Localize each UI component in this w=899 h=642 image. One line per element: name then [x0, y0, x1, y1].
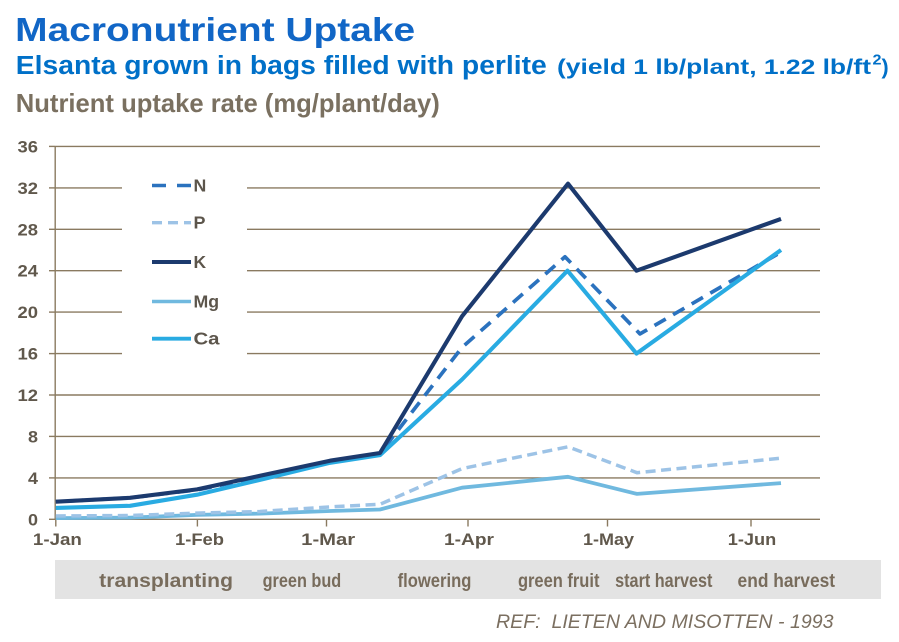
svg-text:0: 0: [28, 510, 38, 529]
svg-text:end harvest: end harvest: [738, 571, 836, 592]
svg-text:green bud: green bud: [263, 571, 342, 592]
svg-text:12: 12: [18, 386, 39, 405]
svg-text:Macronutrient Uptake: Macronutrient Uptake: [15, 11, 415, 48]
svg-text:N: N: [194, 176, 207, 196]
svg-text:1-Feb: 1-Feb: [175, 530, 224, 549]
svg-text:Mg: Mg: [194, 292, 220, 312]
svg-text:4: 4: [28, 469, 39, 488]
svg-text:transplanting: transplanting: [99, 571, 233, 592]
svg-text:Ca: Ca: [194, 329, 220, 349]
svg-text:20: 20: [18, 303, 39, 322]
svg-text:24: 24: [18, 262, 39, 281]
svg-text:REF: LIETEN AND MISOTTEN - 19: REF: LIETEN AND MISOTTEN - 1993: [496, 612, 834, 633]
svg-text:flowering: flowering: [398, 571, 472, 592]
svg-text:16: 16: [18, 345, 39, 364]
svg-text:1-Jun: 1-Jun: [728, 530, 777, 549]
svg-text:1-Mar: 1-Mar: [301, 530, 355, 549]
svg-text:K: K: [194, 252, 207, 272]
svg-text:Elsanta grown in bags filled w: Elsanta grown in bags filled with perlit…: [16, 52, 547, 80]
svg-text:): ): [882, 55, 889, 79]
svg-text:Nutrient uptake rate (mg/plant: Nutrient uptake rate (mg/plant/day): [16, 88, 440, 118]
svg-text:2: 2: [873, 52, 882, 69]
svg-text:36: 36: [18, 137, 39, 156]
svg-text:32: 32: [18, 179, 39, 198]
svg-text:28: 28: [18, 220, 39, 239]
svg-text:1-Apr: 1-Apr: [444, 530, 494, 549]
svg-text:green fruit: green fruit: [518, 571, 600, 592]
svg-text:8: 8: [28, 427, 38, 446]
svg-text:1-Jan: 1-Jan: [33, 530, 82, 549]
svg-text:P: P: [194, 213, 206, 233]
svg-text:1-May: 1-May: [583, 530, 635, 549]
svg-text:start harvest: start harvest: [615, 571, 713, 592]
svg-text:(yield 1 lb/plant, 1.22 lb/ft: (yield 1 lb/plant, 1.22 lb/ft: [557, 55, 871, 79]
